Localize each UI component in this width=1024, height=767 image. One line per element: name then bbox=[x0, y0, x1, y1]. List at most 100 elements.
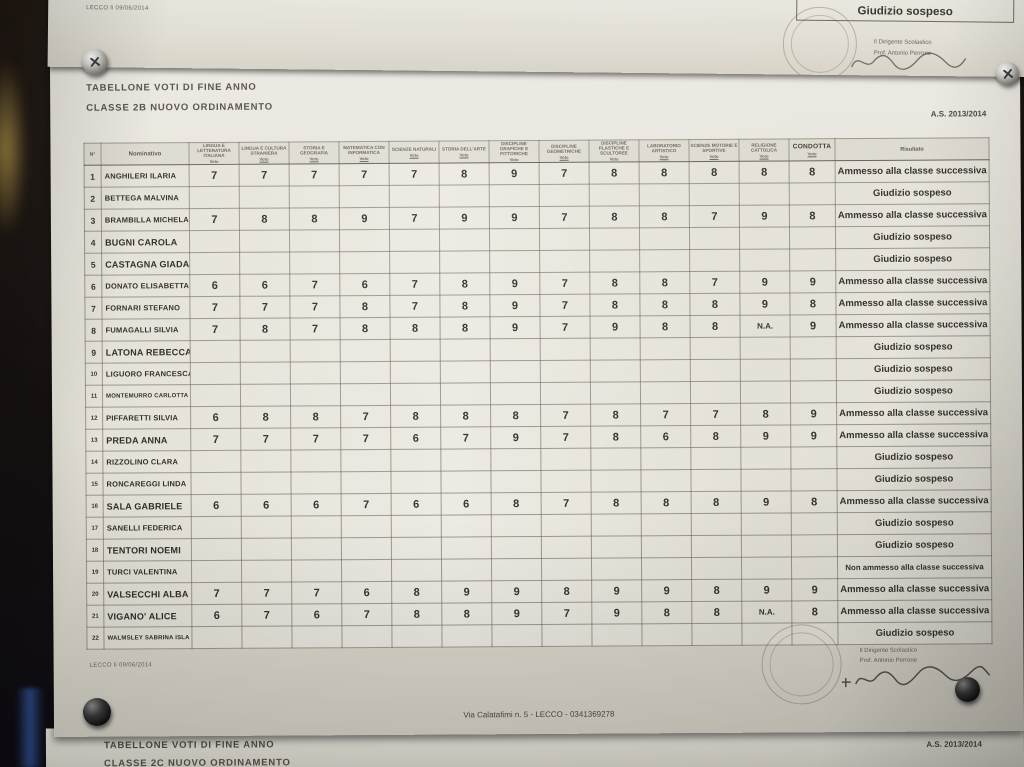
grade-cell: 6 bbox=[341, 581, 392, 605]
student-number: 2 bbox=[84, 187, 102, 210]
grade-cell: 9 bbox=[490, 426, 541, 450]
grade-cell bbox=[591, 558, 642, 581]
grade-cell bbox=[440, 449, 491, 472]
student-name: PIFFARETTI SILVIA bbox=[102, 407, 191, 430]
student-name: SALA GABRIELE bbox=[103, 495, 192, 518]
grade-cell: 9 bbox=[790, 315, 837, 338]
grade-cell bbox=[389, 229, 440, 252]
col-header-name: Nominativo bbox=[100, 142, 190, 166]
student-row: 22 WALMSLEY SABRINA ISLA Giudizio sospeso bbox=[86, 622, 993, 650]
grade-cell bbox=[290, 472, 342, 495]
grade-cell bbox=[690, 337, 741, 360]
previous-page-sheet: LECCO li 09/06/2014 Giudizio sospeso Il … bbox=[47, 0, 1024, 78]
grade-cell: 8 bbox=[439, 295, 491, 318]
grade-cell bbox=[489, 228, 540, 252]
grade-cell bbox=[191, 538, 242, 562]
col-header-result: Risultato bbox=[834, 137, 990, 162]
grade-cell bbox=[791, 535, 838, 558]
round-stamp bbox=[761, 624, 842, 705]
grade-cell bbox=[591, 624, 643, 647]
prev-signature-title: Il Dirigente Scolastico bbox=[873, 39, 932, 46]
grade-cell bbox=[740, 337, 791, 360]
grade-cell bbox=[391, 559, 442, 582]
grade-cell: 9 bbox=[739, 293, 791, 316]
grade-cell bbox=[440, 361, 491, 384]
grade-cell bbox=[240, 362, 291, 385]
col-header-num: N° bbox=[83, 143, 102, 166]
student-name: RONCAREGGI LINDA bbox=[102, 473, 192, 496]
grade-cell: 7 bbox=[541, 602, 592, 625]
student-name: BUGNI CAROLA bbox=[101, 231, 190, 254]
grade-cell: 7 bbox=[689, 205, 740, 228]
result-cell: Non ammesso alla classe successiva bbox=[837, 556, 992, 580]
grade-cell bbox=[190, 362, 241, 386]
grade-cell bbox=[591, 536, 642, 559]
grade-cell: 9 bbox=[791, 579, 838, 602]
grade-cell: 7 bbox=[539, 272, 590, 295]
grade-cell bbox=[590, 470, 642, 493]
next-page-class: CLASSE 2C NUOVO ORDINAMENTO bbox=[104, 757, 291, 767]
grade-cell bbox=[639, 183, 690, 207]
grade-cell: 9 bbox=[590, 316, 641, 339]
grade-cell bbox=[790, 447, 837, 470]
grade-cell bbox=[439, 185, 490, 208]
grade-cell: 7 bbox=[341, 603, 392, 627]
grade-cell: 7 bbox=[291, 582, 342, 605]
pushpin-top-right bbox=[996, 62, 1019, 85]
footer-address: Via Calatafimi n. 5 - LECCO - 0341369278 bbox=[463, 709, 615, 720]
col-header-subject: DISCIPLINE PLASTICHE E SCULTOREE Voto bbox=[588, 139, 640, 163]
grade-cell bbox=[490, 382, 541, 406]
grade-cell bbox=[590, 382, 641, 405]
grade-cell bbox=[691, 535, 742, 558]
grade-cell bbox=[741, 513, 792, 536]
page-class: CLASSE 2B NUOVO ORDINAMENTO bbox=[86, 101, 273, 114]
grade-cell bbox=[790, 337, 837, 360]
grade-cell bbox=[441, 625, 493, 648]
grade-cell bbox=[491, 558, 542, 582]
grade-cell bbox=[541, 558, 592, 581]
grade-cell bbox=[640, 469, 692, 493]
grade-cell bbox=[241, 538, 292, 561]
grade-cell bbox=[540, 338, 591, 361]
grade-cell: 7 bbox=[190, 318, 241, 342]
student-number: 17 bbox=[86, 517, 104, 540]
grade-cell: 9 bbox=[790, 425, 837, 448]
grade-cell: 8 bbox=[740, 403, 791, 426]
grade-cell bbox=[340, 383, 391, 407]
grade-cell: 9 bbox=[489, 162, 540, 186]
grade-cell: 8 bbox=[789, 161, 836, 184]
grade-cell bbox=[540, 470, 592, 493]
grade-cell bbox=[190, 472, 242, 496]
grade-cell bbox=[391, 537, 442, 560]
grade-cell: 9 bbox=[591, 580, 642, 603]
grade-cell bbox=[590, 338, 641, 361]
grade-cell bbox=[390, 383, 441, 406]
grade-cell bbox=[341, 559, 392, 583]
student-name: BETTEGA MALVINA bbox=[101, 187, 190, 210]
grade-cell: 7 bbox=[241, 604, 292, 627]
grade-cell bbox=[190, 384, 241, 408]
grade-cell bbox=[341, 625, 393, 649]
grade-cell: 7 bbox=[340, 427, 391, 451]
grade-cell bbox=[691, 513, 742, 536]
grade-cell: 6 bbox=[191, 604, 242, 628]
student-number: 21 bbox=[86, 605, 104, 628]
grade-cell: 9 bbox=[741, 579, 792, 602]
grade-cell: 8 bbox=[491, 492, 542, 516]
grade-cell bbox=[440, 471, 492, 494]
grade-cell: 7 bbox=[539, 162, 590, 185]
student-number: 9 bbox=[85, 341, 103, 364]
grade-cell bbox=[589, 184, 640, 207]
grade-cell bbox=[290, 384, 341, 407]
grade-cell bbox=[291, 516, 342, 539]
grade-cell bbox=[339, 185, 390, 209]
student-number: 1 bbox=[84, 165, 102, 188]
result-cell: Ammesso alla classe successiva bbox=[836, 314, 991, 338]
grade-cell bbox=[641, 557, 692, 581]
grade-cell: 7 bbox=[389, 163, 440, 186]
grade-cell bbox=[239, 230, 290, 253]
grade-cell bbox=[390, 339, 441, 362]
grade-cell bbox=[240, 340, 291, 363]
grade-cell: 7 bbox=[539, 294, 591, 317]
